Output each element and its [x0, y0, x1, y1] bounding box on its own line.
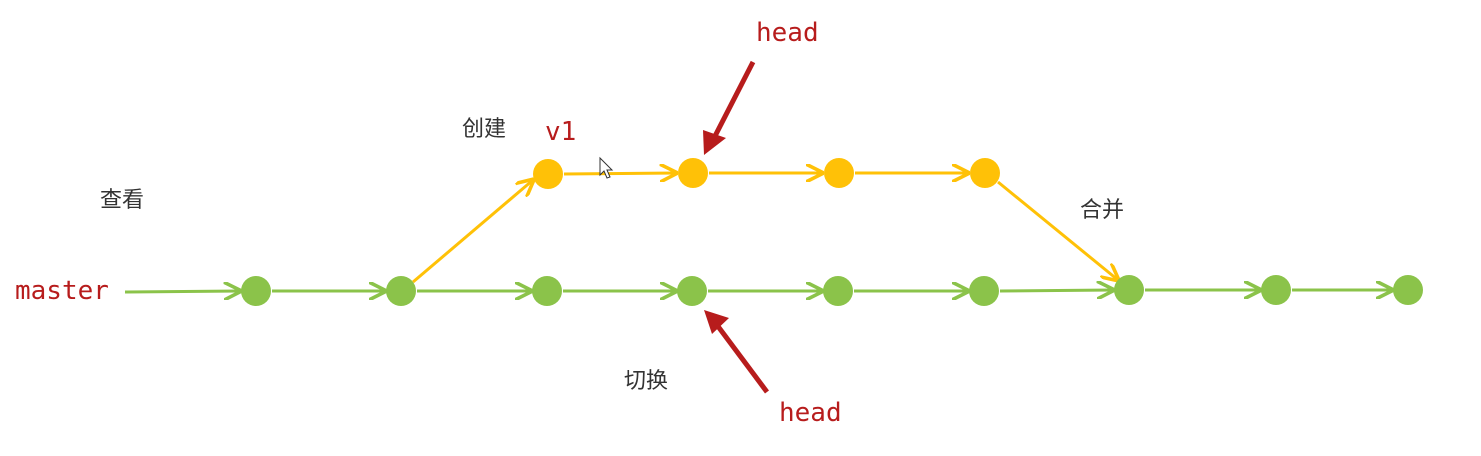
v1-commit: [970, 158, 1000, 188]
master-edge-start: [124, 291, 240, 292]
merge-edge: [997, 180, 1118, 280]
branch-out-edge: [412, 180, 533, 284]
head-arrow-bottom: [704, 310, 770, 394]
master-commit: [1261, 275, 1291, 305]
v1-branch-label: v1: [545, 117, 577, 147]
v1-commit: [678, 158, 708, 188]
merge-commit: [1114, 275, 1144, 305]
switch-annotation: 切换: [624, 369, 669, 394]
master-branch-edges: [124, 290, 1392, 292]
master-commit: [823, 276, 853, 306]
view-annotation: 查看: [100, 188, 145, 213]
master-commit: [532, 276, 562, 306]
master-commit: [677, 276, 707, 306]
v1-commit: [824, 158, 854, 188]
master-commit: [1393, 275, 1423, 305]
master-commit: [969, 276, 999, 306]
master-branch-label: master: [15, 276, 109, 306]
head-label-top: head: [756, 18, 819, 48]
v1-commits: [533, 158, 1000, 189]
head-arrow-top: [703, 60, 756, 155]
head-label-bottom: head: [779, 398, 842, 428]
master-edge: [999, 290, 1113, 291]
master-commits: [241, 275, 1423, 306]
v1-commit: [533, 159, 563, 189]
master-commit: [386, 276, 416, 306]
master-commit: [241, 276, 271, 306]
v1-edge: [563, 173, 676, 174]
v1-branch-edges: [412, 173, 1118, 284]
create-annotation: 创建: [462, 117, 507, 142]
merge-annotation: 合并: [1080, 198, 1125, 223]
mouse-cursor-icon: [599, 156, 614, 179]
